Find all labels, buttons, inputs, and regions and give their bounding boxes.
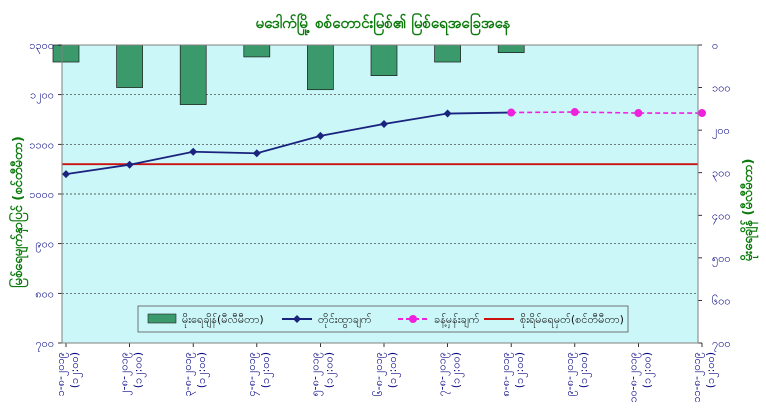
rain-bar xyxy=(52,44,80,63)
gridlines xyxy=(62,94,698,294)
x-tick-date: ၄-၈-၂၀၁၉ xyxy=(245,352,260,396)
rain-bar xyxy=(179,44,207,105)
rain-bar xyxy=(243,44,271,58)
y-right-tick-label: ၂၀၀ xyxy=(712,124,730,139)
measured-point xyxy=(380,119,388,128)
x-tick-time: (၁၂:၀၀) xyxy=(259,352,274,388)
rain-bar xyxy=(370,44,398,77)
y-left-tick-label: ၈၀၀ xyxy=(35,287,54,300)
measured-line xyxy=(65,111,512,176)
y-right-tick-label: ၅၀၀ xyxy=(712,252,731,267)
x-tick-time: (၁၂:၀၀) xyxy=(386,352,401,388)
legend-forecast-label: ခန့်မှန်းချက် xyxy=(434,313,480,328)
y-left-tick-label: ၁၃၀၀ xyxy=(29,39,54,54)
y-right-axis-label: မိုးရေချိန် (မီလီမီတာ) xyxy=(739,159,759,262)
x-tick-time: (၁၂:၀၀) xyxy=(195,352,210,388)
plot-border xyxy=(61,44,699,344)
measured-point xyxy=(316,131,325,140)
y-right-tick-label: ၄၀၀ xyxy=(712,209,731,224)
y-right-tick-label: ၁၀၀ xyxy=(712,82,731,95)
x-tick-time: (၁၂:၀၀) xyxy=(68,352,83,388)
y-right-tick-label: ၃၀၀ xyxy=(712,167,731,182)
x-tick-date: ၅-၈-၂၀၁၉ xyxy=(308,352,323,396)
x-tick-label: ၄-၈-၂၀၁၉ (၁၂:၀၀) xyxy=(245,352,274,396)
x-tick-label: ၁၁-၈-၂၀၁၉ (၁၂:၀၀) xyxy=(690,352,719,403)
forecast-point xyxy=(634,109,643,118)
x-tick-label: ၁၀-၈-၂၀၁၉ (၁၂:၀၀) xyxy=(626,352,655,403)
axes: ၇၀၀ ၈၀၀ ၉၀၀ ၁၀၀၀ ၁၁၀၀ ၁၂၀၀ ၁၃၀၀ ၀၁၀၀၂၀၀၃၀၀၄၀၀၅၀… xyxy=(29,39,730,403)
x-tick-time: (၁၂:၀၀) xyxy=(577,352,592,388)
rain-bar xyxy=(307,44,334,91)
measured-point xyxy=(443,109,452,118)
y-right-tick-label: ၆၀၀ xyxy=(712,294,731,307)
x-tick-time: (၁၂:၀၀) xyxy=(132,352,147,388)
rainfall-bars xyxy=(52,44,525,105)
x-tick-date: ၆-၈-၂၀၁၉ xyxy=(372,352,387,396)
y-right-tick-label: ၀ xyxy=(712,39,718,52)
x-tick-label: ၁-၈-၂၀၁၉ (၁၂:၀၀) xyxy=(54,352,83,396)
chart-title: မဒေါက်မြို့ စစ်တောင်းမြစ်၏ မြစ်ရေအခြေအနေ xyxy=(256,12,511,36)
legend-measured-label: တိုင်းထွာချက် xyxy=(318,313,372,328)
legend-box xyxy=(137,305,629,333)
measured-point xyxy=(252,149,261,158)
forecast-point xyxy=(698,109,706,118)
x-tick-label: ၉-၈-၂၀၁၉ (၁၂:၀၀) xyxy=(563,352,592,396)
forecast-point xyxy=(507,108,516,117)
x-tick-time: (၁၂:၀၀) xyxy=(322,352,337,388)
measured-point xyxy=(189,147,198,156)
x-tick-date: ၇-၈-၂၀၁၉ xyxy=(436,352,451,396)
x-tick-time: (၁၂:၀၀) xyxy=(450,352,465,388)
legend-forecast-marker xyxy=(409,315,417,323)
x-tick-date: ၁-၈-၂၀၁၉ xyxy=(54,352,69,396)
series-lines xyxy=(62,108,706,179)
rain-bar xyxy=(116,44,143,88)
rain-bar xyxy=(434,44,461,63)
y-left-tick-label: ၁၂၀၀ xyxy=(30,89,54,104)
y-left-tick-label: ၇၀၀ xyxy=(35,337,54,352)
y-left-tick-label: ၉၀၀ xyxy=(35,238,54,253)
y-left-axis-label: မြစ်ရေမျက်နှာပြင် (စင်တီမီတာ) xyxy=(8,136,29,288)
x-tick-label: ၃-၈-၂၀၁၉ (၁၂:၀၀) xyxy=(181,352,210,396)
y-left-tick-label: ၁၁၀၀ xyxy=(29,138,54,151)
x-tick-time: (၁၂:၀၀) xyxy=(704,352,719,388)
x-tick-date: ၉-၈-၂၀၁၉ xyxy=(563,352,578,396)
x-tick-date: ၂-၈-၂၀၁၉ xyxy=(118,352,133,396)
legend-rain-label: မိုးရေချိန်(မီလီမီတာ) xyxy=(182,313,264,328)
y-left-tick-label: ၁၀၀၀ xyxy=(29,188,54,201)
forecast-point xyxy=(570,108,579,117)
x-tick-time: (၁၂:၀၀) xyxy=(513,352,528,388)
x-tick-label: ၅-၈-၂၀၁၉ (၁၂:၀၀) xyxy=(308,352,337,396)
measured-point xyxy=(125,160,134,169)
x-tick-date: ၁၀-၈-၂၀၁၉ xyxy=(626,352,641,403)
legend-measured-marker xyxy=(293,315,301,323)
legend-rain-swatch xyxy=(147,313,177,324)
legend-danger-label: စိုးရိမ်ရေမှတ်(စင်တီမီတာ) xyxy=(520,313,624,328)
y-right-tick-label: ၇၀၀ xyxy=(712,337,731,352)
legend: မိုးရေချိန်(မီလီမီတာ) တိုင်းထွာချက် ခန့်… xyxy=(137,305,629,333)
x-tick-date: ၁၁-၈-၂၀၁၉ xyxy=(690,352,705,403)
rain-bar xyxy=(497,44,525,54)
x-tick-label: ၂-၈-၂၀၁၉ (၁၂:၀၀) xyxy=(118,352,147,396)
x-tick-label: ၇-၈-၂၀၁၉ (၁၂:၀၀) xyxy=(436,352,465,396)
x-tick-label: ၆-၈-၂၀၁၉ (၁၂:၀၀) xyxy=(372,352,401,396)
measured-point xyxy=(62,170,70,179)
x-tick-date: ၈-၈-၂၀၁၉ xyxy=(499,352,514,396)
x-tick-date: ၃-၈-၂၀၁၉ xyxy=(181,352,196,396)
x-tick-label: ၈-၈-၂၀၁၉ (၁၂:၀၀) xyxy=(499,352,528,396)
x-tick-time: (၁၂:၀၀) xyxy=(640,352,655,388)
